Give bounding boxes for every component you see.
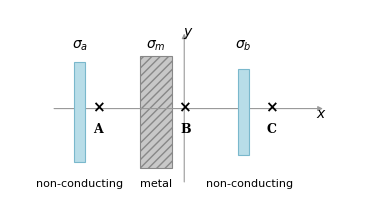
Text: $x$: $x$ <box>316 107 327 121</box>
Text: $\mathbf{\times}$: $\mathbf{\times}$ <box>265 101 278 116</box>
Bar <box>74 62 85 161</box>
Text: A: A <box>93 123 103 136</box>
Text: metal: metal <box>140 179 172 189</box>
Text: $\sigma_a$: $\sigma_a$ <box>72 38 88 53</box>
Text: $\mathbf{\times}$: $\mathbf{\times}$ <box>178 101 191 116</box>
Text: $\sigma_m$: $\sigma_m$ <box>146 38 166 53</box>
Text: $\sigma_b$: $\sigma_b$ <box>235 38 252 53</box>
Bar <box>141 56 172 168</box>
Bar <box>238 69 249 155</box>
Text: $\mathbf{\times}$: $\mathbf{\times}$ <box>92 101 104 116</box>
Text: non-conducting: non-conducting <box>206 179 293 189</box>
Text: C: C <box>267 123 277 136</box>
Text: B: B <box>180 123 191 136</box>
Text: non-conducting: non-conducting <box>36 179 123 189</box>
Text: $y$: $y$ <box>183 26 194 41</box>
